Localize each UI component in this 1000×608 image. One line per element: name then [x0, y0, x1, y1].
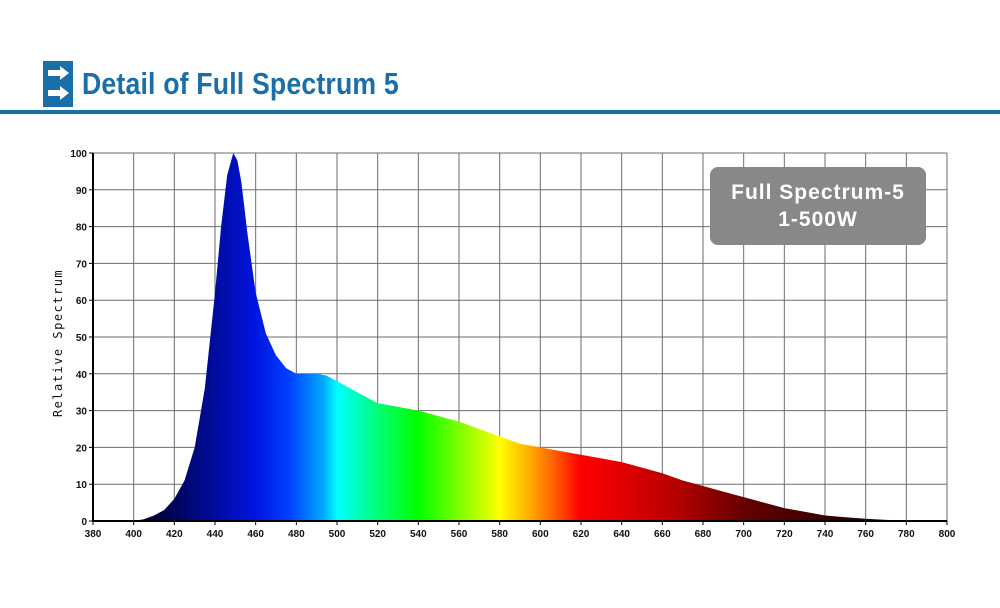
legend-line-1: Full Spectrum-5 [731, 181, 905, 204]
x-tick-label-700: 700 [735, 529, 752, 540]
y-tick-label-40: 40 [76, 370, 88, 381]
x-tick-label-380: 380 [85, 529, 102, 540]
x-tick-label-680: 680 [695, 529, 712, 540]
legend-box: Full Spectrum-5 1-500W [710, 167, 926, 245]
x-tick-label-660: 660 [654, 529, 671, 540]
x-tick-label-800: 800 [939, 529, 956, 540]
legend-line-2: 1-500W [778, 208, 858, 231]
y-tick-label-80: 80 [76, 223, 88, 234]
y-tick-label-100: 100 [70, 149, 87, 160]
x-tick-label-640: 640 [613, 529, 630, 540]
y-tick-label-50: 50 [76, 333, 88, 344]
x-tick-label-440: 440 [207, 529, 224, 540]
x-tick-label-720: 720 [776, 529, 793, 540]
x-axis-ticks: 380 400 420 440 460 480 500 520 540 560 580 600 620 6… [85, 521, 956, 540]
spectrum-area [93, 153, 947, 521]
x-tick-label-760: 760 [857, 529, 874, 540]
y-tick-label-70: 70 [76, 259, 88, 270]
x-tick-label-780: 780 [898, 529, 915, 540]
x-tick-label-620: 620 [573, 529, 590, 540]
y-tick-label-10: 10 [76, 480, 88, 491]
y-tick-label-90: 90 [76, 186, 88, 197]
x-tick-label-580: 580 [491, 529, 508, 540]
y-tick-label-60: 60 [76, 296, 88, 307]
y-axis-ticks: 0 10 20 30 40 50 60 70 80 90 100 [70, 149, 93, 528]
x-tick-label-560: 560 [451, 529, 468, 540]
x-tick-label-460: 460 [247, 529, 264, 540]
x-tick-label-500: 500 [329, 529, 346, 540]
page-title: Detail of Full Spectrum 5 [82, 66, 399, 101]
x-tick-label-540: 540 [410, 529, 427, 540]
double-arrow-right-icon [43, 61, 73, 107]
spectrum-chart: 380 400 420 440 460 480 500 520 540 560 580 600 620 6… [51, 149, 956, 540]
y-tick-label-0: 0 [81, 517, 87, 528]
page-header: Detail of Full Spectrum 5 [0, 0, 1000, 120]
x-tick-label-740: 740 [817, 529, 834, 540]
x-tick-label-420: 420 [166, 529, 183, 540]
y-tick-label-30: 30 [76, 407, 88, 418]
x-tick-label-520: 520 [369, 529, 386, 540]
header-divider [0, 110, 1000, 114]
y-tick-label-20: 20 [76, 443, 88, 454]
y-axis-title: Relative Spectrum [51, 269, 65, 417]
x-tick-label-600: 600 [532, 529, 549, 540]
x-tick-label-400: 400 [125, 529, 142, 540]
x-tick-label-480: 480 [288, 529, 305, 540]
